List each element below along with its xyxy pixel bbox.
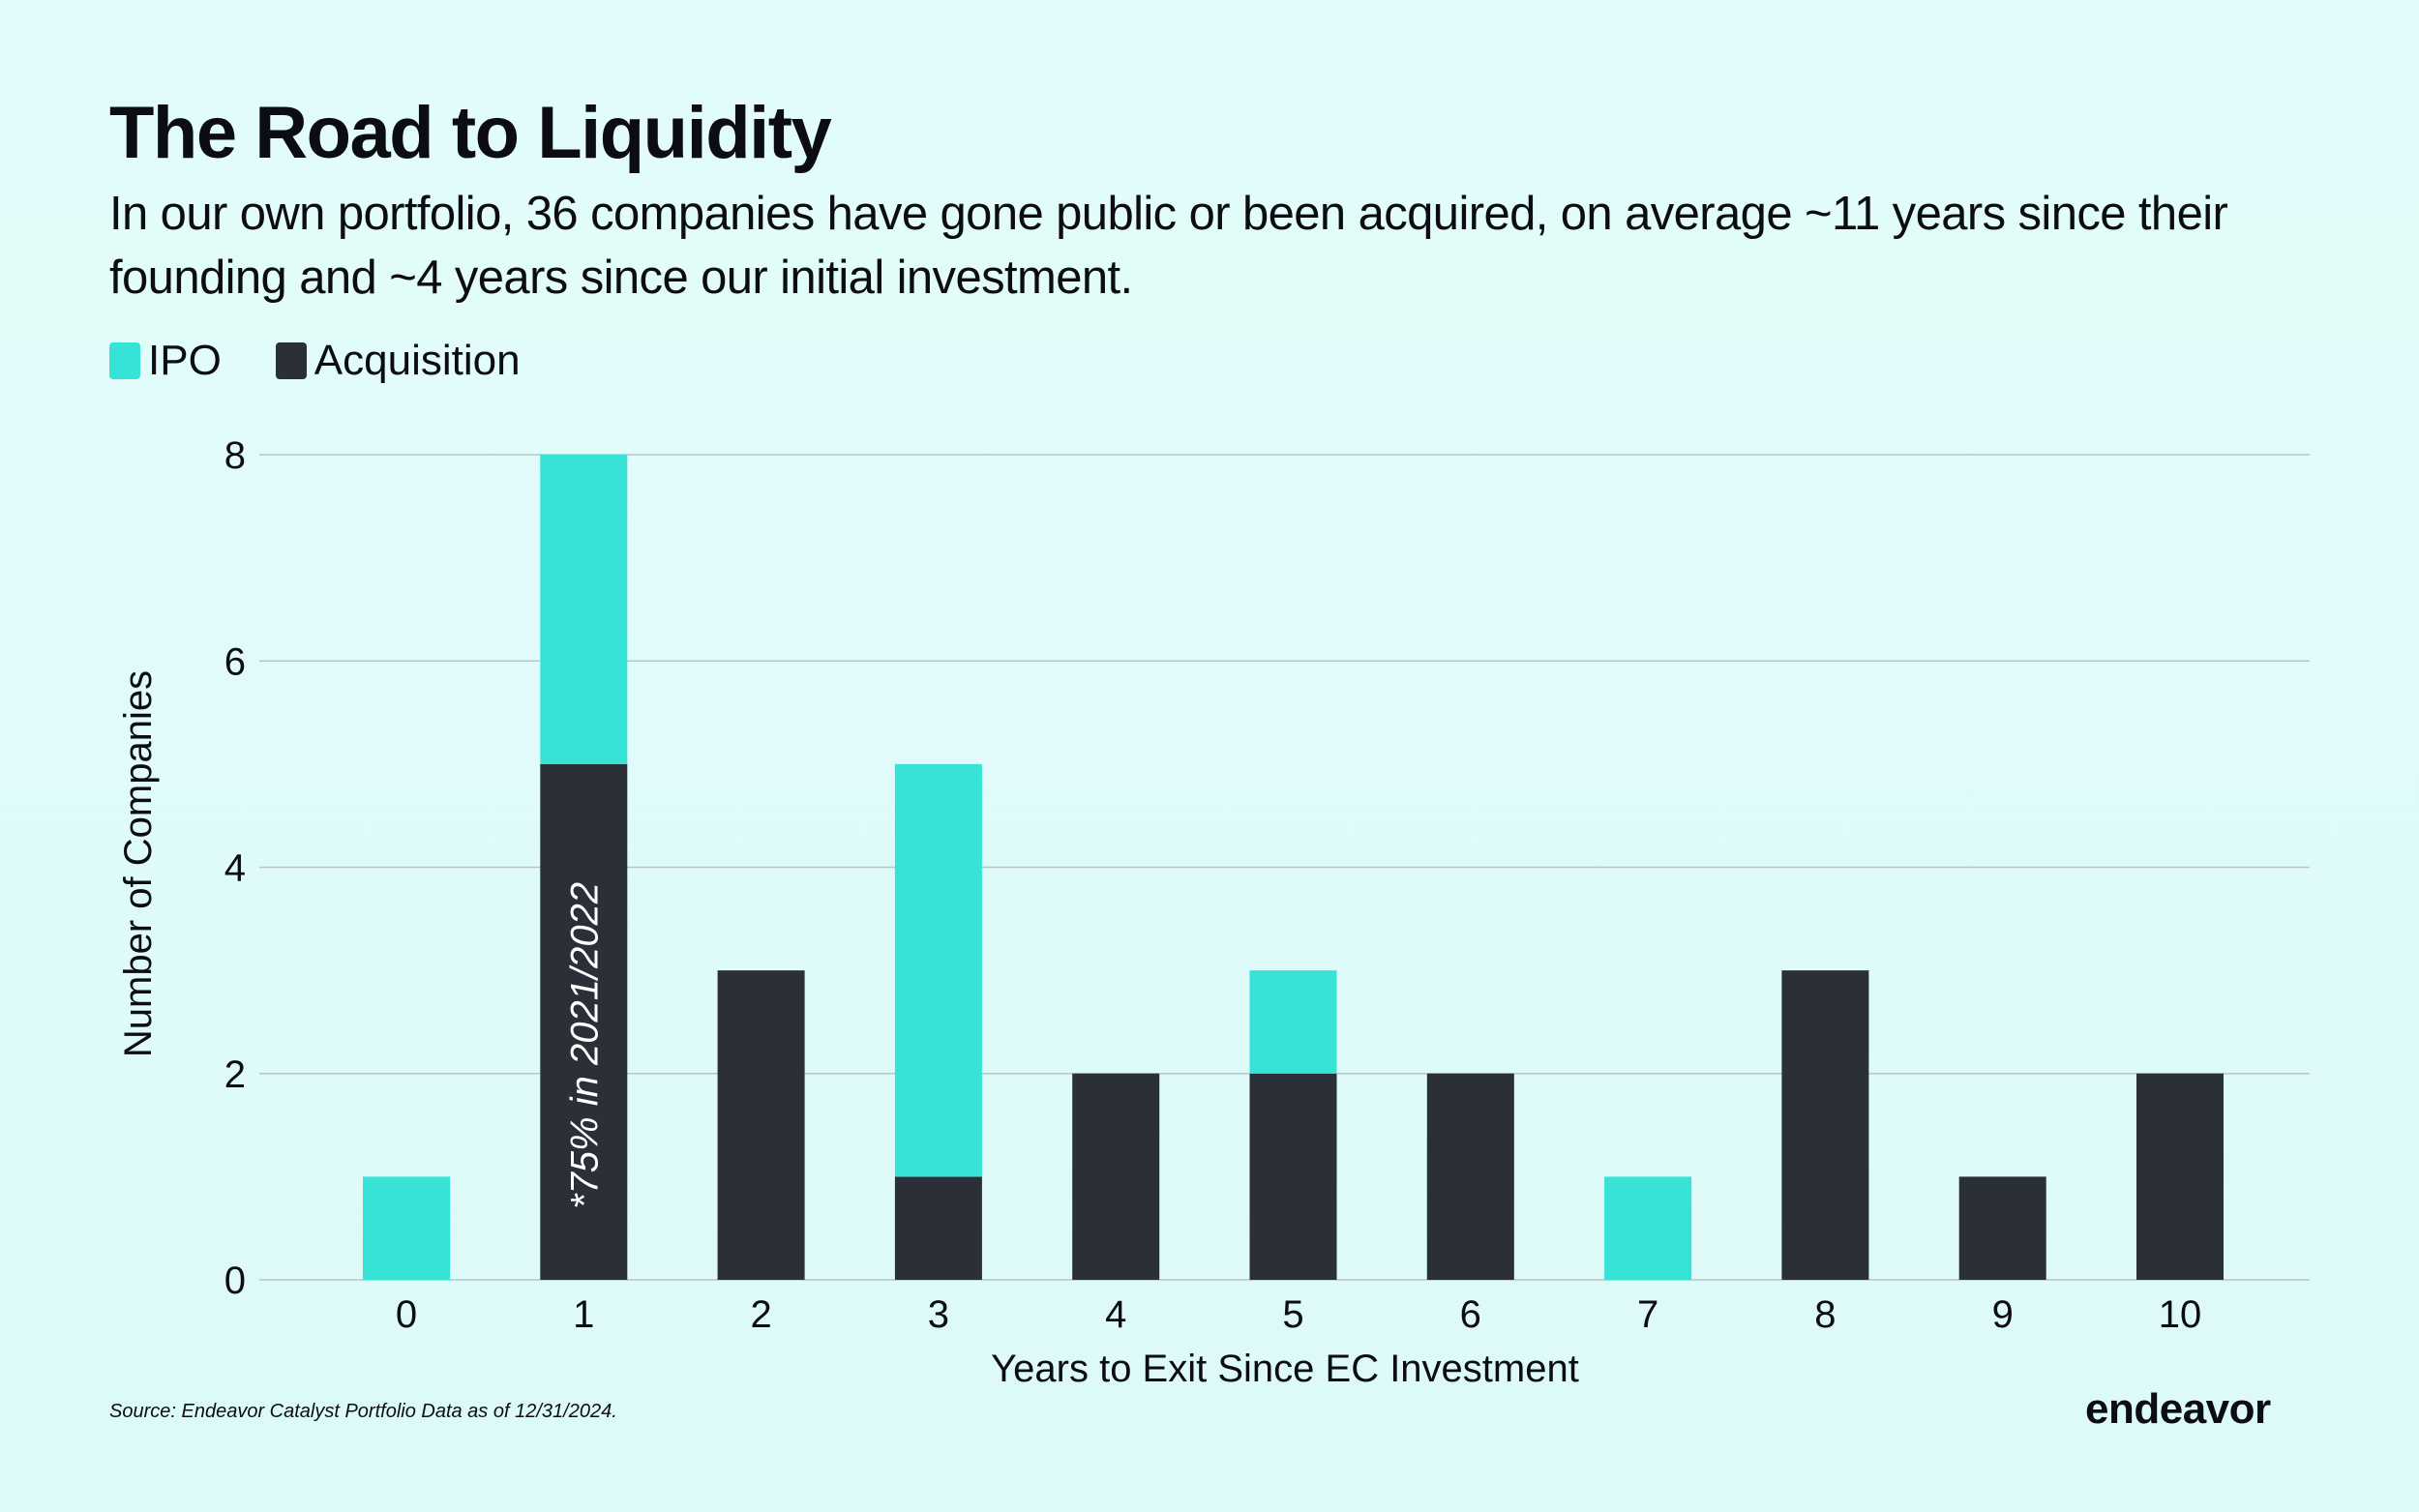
- legend-label-ipo: IPO: [148, 337, 222, 384]
- bar-ipo-5: [1249, 970, 1337, 1074]
- bar-ipo-0: [363, 1176, 450, 1280]
- y-axis-ticks: 0 2 4 6 8: [224, 434, 246, 1302]
- x-tick-label-7: 7: [1637, 1293, 1658, 1336]
- y-tick-label-8: 8: [224, 434, 246, 477]
- x-tick-label-10: 10: [2159, 1293, 2202, 1336]
- x-tick-label-2: 2: [750, 1293, 771, 1336]
- bar-acquisition-8: [1781, 970, 1869, 1280]
- legend-label-acquisition: Acquisition: [314, 337, 521, 384]
- x-axis-ticks: 0 1 2 3 4 5 6 7 8 9 10: [396, 1293, 2201, 1336]
- bar-acquisition-4: [1072, 1073, 1160, 1280]
- bars: [363, 455, 2224, 1280]
- bar-acquisition-9: [1958, 1176, 2046, 1280]
- bar-acquisition-10: [2136, 1073, 2224, 1280]
- y-tick-label-2: 2: [224, 1053, 246, 1096]
- chart-subtitle: In our own portfolio, 36 companies have …: [109, 188, 2228, 304]
- bar-ipo-3: [894, 763, 982, 1177]
- bar-annotation-0: *75% in 2021/2022: [563, 882, 606, 1209]
- source-note: Source: Endeavor Catalyst Portfolio Data…: [109, 1401, 617, 1422]
- endeavor-logo: endeavor: [2085, 1385, 2271, 1433]
- x-tick-label-6: 6: [1460, 1293, 1481, 1336]
- legend-swatch-acquisition: [275, 342, 307, 379]
- bar-acquisition-5: [1249, 1073, 1337, 1280]
- legend-swatch-ipo: [109, 342, 140, 379]
- x-tick-label-5: 5: [1282, 1293, 1303, 1336]
- x-tick-label-1: 1: [573, 1293, 594, 1336]
- x-tick-label-4: 4: [1105, 1293, 1126, 1336]
- bar-ipo-7: [1604, 1176, 1692, 1280]
- bar-acquisition-6: [1426, 1073, 1514, 1280]
- bar-acquisition-2: [717, 970, 805, 1280]
- y-tick-label-4: 4: [224, 847, 246, 890]
- chart-title: The Road to Liquidity: [109, 92, 832, 174]
- bar-ipo-1: [540, 455, 628, 764]
- legend-item-acquisition: Acquisition: [275, 337, 521, 385]
- y-tick-label-0: 0: [224, 1260, 246, 1302]
- bar-acquisition-3: [894, 1176, 982, 1280]
- x-tick-label-0: 0: [396, 1293, 417, 1336]
- x-axis-label: Years to Exit Since EC Investment: [991, 1348, 1579, 1390]
- y-axis-label: Number of Companies: [117, 670, 160, 1057]
- bar-acquisition-1: [540, 763, 628, 1280]
- annotations: *75% in 2021/2022: [563, 882, 606, 1209]
- legend-item-ipo: IPO: [109, 337, 222, 385]
- x-tick-label-9: 9: [1992, 1293, 2014, 1336]
- legend: IPO Acquisition: [109, 334, 575, 388]
- x-tick-label-3: 3: [928, 1293, 949, 1336]
- y-tick-label-6: 6: [224, 640, 246, 683]
- x-tick-label-8: 8: [1814, 1293, 1836, 1336]
